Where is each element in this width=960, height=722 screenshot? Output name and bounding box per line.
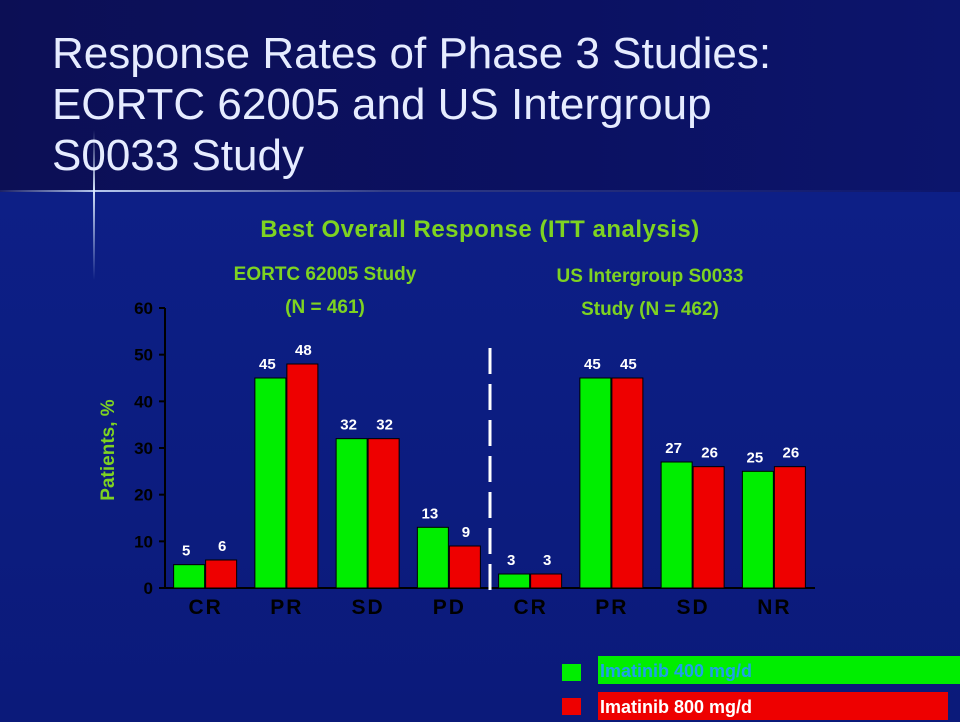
- y-tick-label: 50: [134, 346, 153, 365]
- slide-title-line: S0033 Study: [52, 131, 304, 180]
- title-band: [0, 0, 960, 192]
- data-label-800: 45: [620, 356, 637, 373]
- bar-imatinib-400: [660, 461, 693, 589]
- data-label-400: 32: [340, 417, 357, 434]
- y-tick-label: 10: [134, 532, 153, 551]
- bar-imatinib-800: [367, 438, 400, 589]
- data-label-400: 27: [665, 440, 682, 457]
- legend-item-400: Imatinib 400 mg/d: [0, 656, 960, 684]
- y-tick-label: 0: [144, 579, 153, 598]
- group-title-line: (N = 461): [285, 297, 365, 318]
- content-area: [0, 192, 960, 720]
- x-tick-label: SD: [677, 596, 710, 619]
- legend-item-800: Imatinib 800 mg/d: [0, 692, 960, 720]
- x-tick-label: PR: [270, 596, 303, 619]
- group-title-line: Study (N = 462): [581, 299, 719, 320]
- bar-imatinib-400: [254, 377, 287, 589]
- bar-imatinib-800: [286, 363, 319, 589]
- group-title-line: EORTC 62005 Study: [233, 264, 417, 285]
- data-label-400: 45: [259, 356, 276, 373]
- data-label-800: 6: [218, 538, 226, 555]
- data-label-800: 3: [543, 552, 551, 569]
- bar-imatinib-400: [173, 564, 206, 589]
- x-tick-label: PD: [433, 596, 466, 619]
- chart-subtitle: Best Overall Response (ITT analysis): [260, 216, 700, 243]
- group-title-eortc: EORTC 62005 Study (N = 461): [190, 258, 460, 324]
- bar-imatinib-400: [579, 377, 612, 589]
- bar-imatinib-800: [448, 545, 481, 589]
- bar-imatinib-400: [416, 526, 449, 589]
- bar-imatinib-400: [741, 470, 774, 589]
- data-label-400: 13: [422, 505, 439, 522]
- y-tick-label: 60: [134, 299, 153, 318]
- legend-swatch-red: [562, 698, 581, 715]
- data-label-800: 26: [701, 445, 718, 462]
- bar-imatinib-400: [335, 438, 368, 589]
- slide-title: Response Rates of Phase 3 Studies: EORTC…: [52, 28, 912, 181]
- x-tick-label: SD: [352, 596, 385, 619]
- data-label-400: 45: [584, 356, 601, 373]
- decorative-glow-line: [0, 190, 960, 192]
- y-tick-label: 20: [134, 486, 153, 505]
- bar-imatinib-800: [773, 466, 806, 589]
- bar-imatinib-800: [611, 377, 644, 589]
- data-label-400: 25: [747, 449, 764, 466]
- decorative-glow-line-vertical: [93, 130, 95, 280]
- group-title-line: US Intergroup S0033: [556, 266, 744, 287]
- x-tick-label: NR: [757, 596, 791, 619]
- y-axis-label: Patients, %: [98, 399, 119, 500]
- bar-imatinib-800: [530, 573, 563, 589]
- slide-title-line: Response Rates of Phase 3 Studies:: [52, 29, 772, 78]
- y-tick-label: 30: [134, 439, 153, 458]
- x-tick-label: PR: [595, 596, 628, 619]
- data-label-800: 32: [376, 417, 393, 434]
- data-label-800: 9: [462, 524, 470, 541]
- x-tick-label: CR: [188, 596, 222, 619]
- slide-title-line: EORTC 62005 and US Intergroup: [52, 80, 712, 129]
- legend-label-800: Imatinib 800 mg/d: [598, 692, 948, 720]
- y-tick-label: 40: [134, 392, 153, 411]
- data-label-800: 48: [295, 342, 312, 359]
- bar-imatinib-400: [498, 573, 531, 589]
- legend-label-400: Imatinib 400 mg/d: [598, 656, 960, 684]
- legend-swatch-green: [562, 664, 581, 681]
- group-title-us-intergroup: US Intergroup S0033 Study (N = 462): [510, 260, 790, 326]
- bar-imatinib-800: [205, 559, 238, 589]
- data-label-800: 26: [783, 445, 800, 462]
- x-tick-label: CR: [513, 596, 547, 619]
- bar-imatinib-800: [692, 466, 725, 589]
- data-label-400: 3: [507, 552, 515, 569]
- data-label-400: 5: [182, 543, 190, 560]
